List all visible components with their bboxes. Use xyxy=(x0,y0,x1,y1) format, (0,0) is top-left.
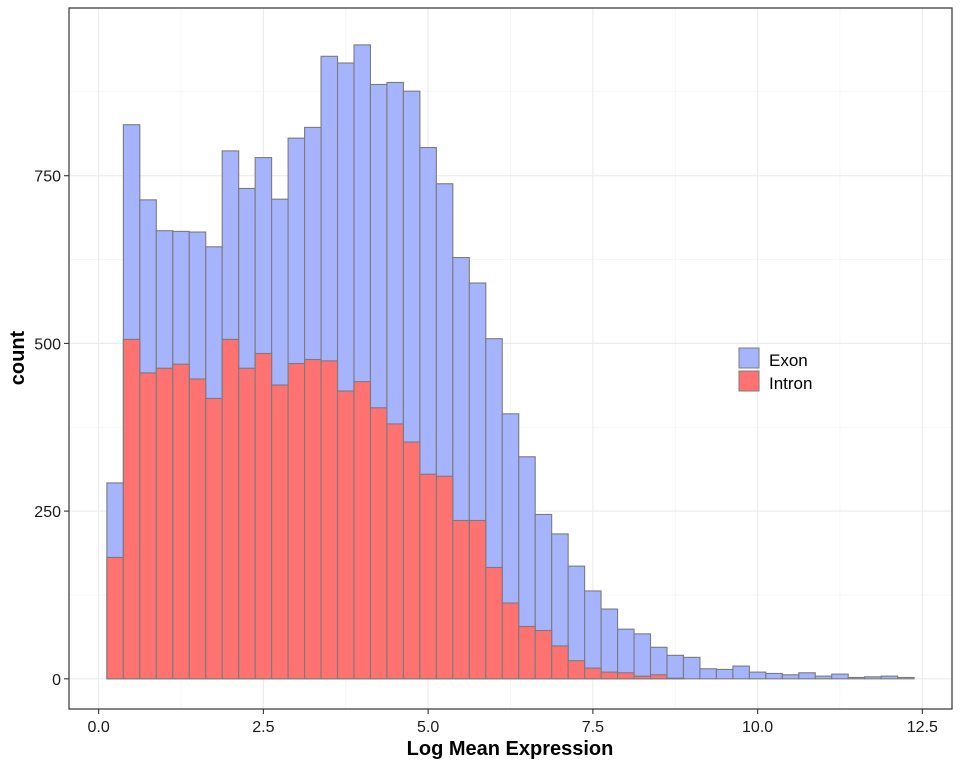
exon-bar xyxy=(880,675,899,680)
intron-bar xyxy=(122,338,141,680)
exon-bar xyxy=(831,673,849,680)
y-tick-label: 750 xyxy=(34,169,61,186)
exon-bar xyxy=(633,633,652,680)
intron-bars xyxy=(106,338,685,680)
intron-bar xyxy=(353,381,372,680)
legend-label-intron: Intron xyxy=(769,374,812,393)
intron-bar xyxy=(221,338,240,680)
intron-bar xyxy=(584,667,602,680)
intron-bar xyxy=(271,384,289,680)
intron-bar xyxy=(501,602,520,680)
exon-bar xyxy=(617,628,635,680)
x-tick-label: 5.0 xyxy=(417,719,439,736)
exon-bar xyxy=(666,654,685,680)
intron-bar xyxy=(172,363,190,680)
legend-key-intron xyxy=(738,370,760,392)
intron-bar xyxy=(188,378,207,680)
intron-bar xyxy=(336,390,355,680)
exon-bar xyxy=(798,672,816,680)
intron-bar xyxy=(649,674,668,680)
intron-bar xyxy=(468,519,487,680)
legend-key-exon xyxy=(738,347,760,369)
intron-bar xyxy=(617,672,635,680)
x-axis-label: Log Mean Expression xyxy=(407,738,614,760)
y-tick-label: 0 xyxy=(52,672,61,689)
exon-bar xyxy=(897,676,915,680)
exon-bar xyxy=(847,676,866,680)
intron-bar xyxy=(518,625,536,680)
legend-label-exon: Exon xyxy=(769,351,808,370)
exon-bar xyxy=(600,608,619,680)
exon-bar xyxy=(649,646,668,680)
intron-bar xyxy=(567,660,586,680)
intron-bar xyxy=(386,423,404,680)
intron-bar xyxy=(419,473,437,680)
x-tick-label: 7.5 xyxy=(582,719,604,736)
intron-bar xyxy=(452,519,470,680)
intron-bar xyxy=(238,367,256,680)
intron-bar xyxy=(600,671,619,680)
x-tick-label: 2.5 xyxy=(252,719,274,736)
intron-bar xyxy=(666,677,685,680)
intron-bar xyxy=(435,475,454,680)
intron-bar xyxy=(304,358,322,680)
intron-bar xyxy=(369,407,388,680)
intron-bar xyxy=(254,352,273,680)
exon-bar xyxy=(699,668,717,680)
exon-bar xyxy=(765,672,783,680)
intron-bar xyxy=(534,629,553,680)
exon-bar xyxy=(864,676,882,680)
intron-bar xyxy=(402,441,421,680)
intron-bar xyxy=(320,360,339,680)
intron-bar xyxy=(155,367,174,680)
intron-bar xyxy=(551,645,569,680)
x-tick-label: 0.0 xyxy=(88,719,110,736)
intron-bar xyxy=(287,362,306,680)
exon-bar xyxy=(732,665,750,680)
legend: Exon Intron xyxy=(738,347,812,393)
exon-bar xyxy=(748,671,767,680)
intron-bar xyxy=(106,556,124,680)
intron-bar xyxy=(633,675,652,680)
intron-bar xyxy=(485,566,503,680)
exon-bar xyxy=(715,668,734,680)
y-axis-label: count xyxy=(7,330,29,385)
intron-bar xyxy=(139,372,157,680)
y-tick-label: 500 xyxy=(34,336,61,353)
axes: 0.0 2.5 5.0 7.5 10.0 12.5 0 250 500 750 xyxy=(34,169,938,736)
exon-bar xyxy=(781,674,800,680)
exon-bar xyxy=(814,675,833,680)
exon-bar xyxy=(584,590,602,680)
exon-bar xyxy=(682,656,701,680)
x-tick-label: 12.5 xyxy=(907,719,938,736)
x-tick-label: 10.0 xyxy=(742,719,773,736)
plot-panel-border xyxy=(68,7,953,710)
y-tick-label: 250 xyxy=(34,504,61,521)
intron-bar xyxy=(205,397,223,680)
